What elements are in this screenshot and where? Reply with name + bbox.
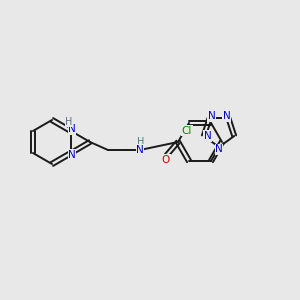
- Text: N: N: [136, 145, 144, 155]
- Text: H: H: [137, 137, 145, 147]
- Text: O: O: [162, 155, 170, 165]
- Text: N: N: [208, 111, 215, 121]
- Text: N: N: [68, 124, 76, 134]
- Text: H: H: [65, 117, 73, 127]
- Text: N: N: [223, 111, 230, 121]
- Text: Cl: Cl: [182, 126, 192, 136]
- Text: N: N: [215, 144, 223, 154]
- Text: N: N: [204, 131, 212, 141]
- Text: N: N: [68, 150, 76, 160]
